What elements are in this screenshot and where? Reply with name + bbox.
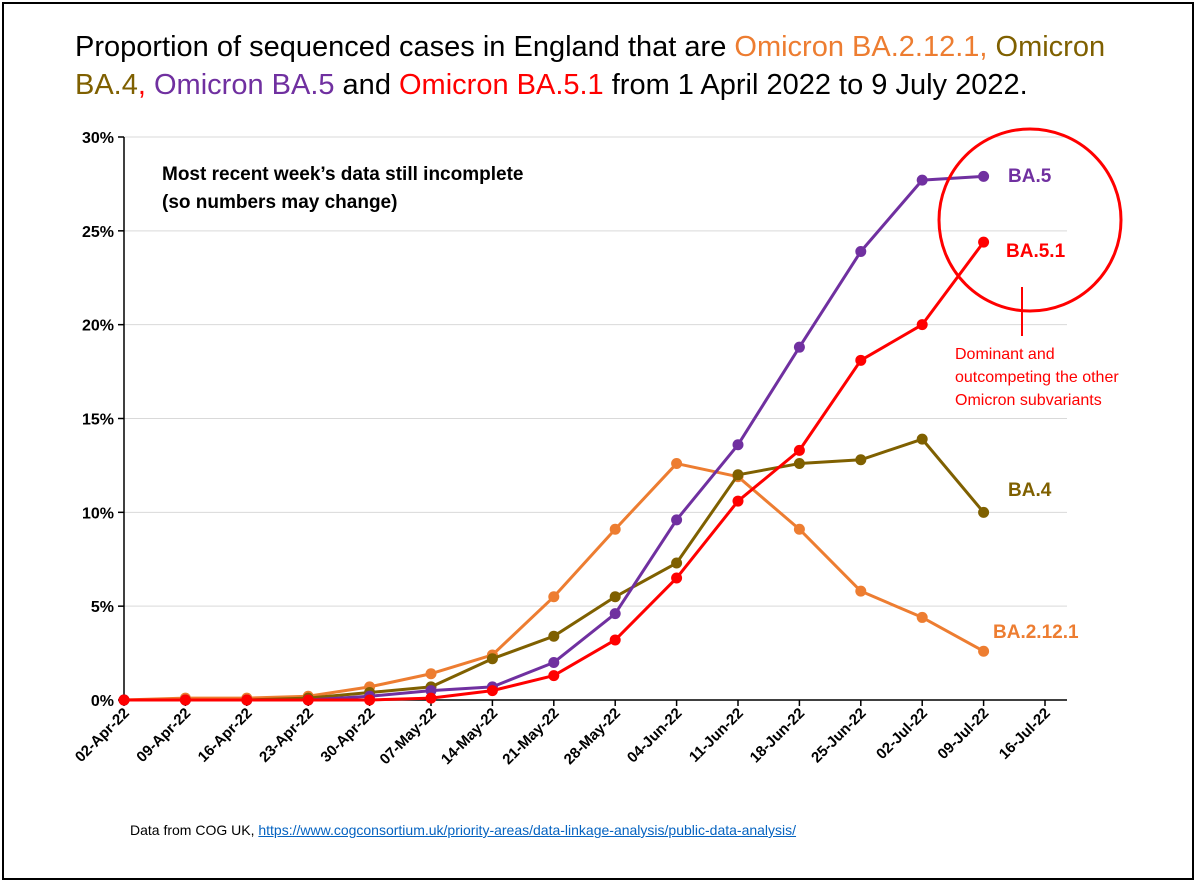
data-point-ba-5-1 [793,444,805,456]
data-point-ba-5 [671,514,683,526]
y-tick-label: 5% [91,599,114,616]
title-prefix: Proportion of sequenced cases in England… [75,31,735,63]
series-label-ba-5-1: BA.5.1 [1006,241,1066,262]
series-lines [118,170,990,706]
data-point-ba-2-12-1 [425,668,437,680]
x-tick-label: 14-May-22 [438,705,501,768]
data-point-ba-5 [855,245,867,257]
data-point-ba-5 [548,656,560,668]
data-point-ba-2-12-1 [916,611,928,623]
title-variant-ba5: Omicron BA.5 [154,69,335,101]
x-tick-label: 02-Apr-22 [72,705,133,766]
source-prefix: Data from COG UK, [130,822,259,838]
annotation-line3: Omicron subvariants [955,392,1102,409]
x-tick-label: 30-Apr-22 [317,705,378,766]
data-point-ba-4 [916,433,928,445]
title-variant-ba4-b: BA.4 [75,69,138,101]
data-source: Data from COG UK, https://www.cogconsort… [130,822,796,838]
data-point-ba-4 [548,630,560,642]
data-point-ba-5-1 [179,694,191,706]
data-point-ba-2-12-1 [548,591,560,603]
x-tick-labels: 02-Apr-22 09-Apr-22 16-Apr-22 23-Apr-22 30-A… [72,705,1054,768]
annotation-line2: outcompeting the other [955,369,1119,386]
data-point-ba-5-1 [732,495,744,507]
data-point-ba-5-1 [302,694,314,706]
data-point-ba-5-1 [671,572,683,584]
data-point-ba-4 [855,454,867,466]
incomplete-note-line1: Most recent week’s data still incomplete [162,164,523,185]
y-tick-label: 20% [82,318,114,335]
title-sep-1: , [979,31,996,63]
incomplete-note-line2: (so numbers may change) [162,192,397,213]
x-tick-label: 02-Jul-22 [873,705,931,763]
data-point-ba-2-12-1 [855,585,867,597]
title-sep-2: , [137,69,154,101]
x-tick-label: 25-Jun-22 [808,705,870,767]
data-point-ba-5-1 [916,319,928,331]
data-point-ba-5 [793,341,805,353]
data-point-ba-5-1 [241,694,253,706]
y-tick-label: 0% [91,693,114,710]
x-tick-label: 11-Jun-22 [686,705,747,766]
x-tick-label: 18-Jun-22 [747,705,809,767]
y-tick-label: 30% [82,130,114,147]
x-tick-label: 09-Apr-22 [133,705,194,766]
annotation-line1: Dominant and [955,346,1055,363]
gridlines [118,136,1067,706]
data-point-ba-4 [486,653,498,665]
data-point-ba-5 [609,608,621,620]
data-point-ba-5-1 [855,354,867,366]
series-label-ba-4: BA.4 [1008,480,1052,501]
data-point-ba-2-12-1 [978,645,990,657]
series-line-ba-5 [124,174,984,702]
series-label-ba-2-12-1: BA.2.12.1 [993,622,1079,643]
data-point-ba-5-1 [609,634,621,646]
x-tick-label: 23-Apr-22 [256,705,317,766]
title-variant-ba51: Omicron BA.5.1 [399,69,604,101]
data-point-ba-4 [671,557,683,569]
x-tick-label: 21-May-22 [499,705,562,768]
data-point-ba-2-12-1 [609,523,621,535]
data-point-ba-5-1 [425,692,437,704]
data-point-ba-5-1 [486,685,498,697]
title-sep-3: and [334,69,399,101]
x-tick-label: 07-May-22 [377,705,440,768]
data-point-ba-5-1 [118,694,130,706]
highlight-circle [937,127,1123,313]
y-tick-label: 10% [82,505,114,522]
x-tick-label: 28-May-22 [561,705,624,768]
data-point-ba-4 [609,591,621,603]
y-tick-label: 15% [82,412,114,429]
x-tick-label: 16-Jul-22 [996,705,1054,763]
x-tick-label: 16-Apr-22 [195,705,256,766]
data-point-ba-5-1 [978,236,990,248]
data-point-ba-5-1 [548,670,560,682]
y-tick-label: 25% [82,224,114,241]
data-point-ba-4 [978,506,990,518]
y-tick-labels: 0% 5% 10% 15% 20% 25% 30% [82,130,114,710]
series-label-ba-5: BA.5 [1008,166,1052,187]
title-variant-ba2121: Omicron BA.2.12.1 [734,31,980,63]
title-variant-ba4-a: Omicron [995,31,1106,63]
source-link[interactable]: https://www.cogconsortium.uk/priority-ar… [258,822,797,838]
title-suffix: from 1 April 2022 to 9 July 2022. [603,69,1028,101]
data-point-ba-5-1 [364,694,376,706]
data-point-ba-2-12-1 [793,523,805,535]
data-point-ba-5 [732,439,744,451]
data-point-ba-4 [793,458,805,470]
data-point-ba-4 [732,469,744,481]
data-point-ba-2-12-1 [671,458,683,470]
series-end-labels: BA.5 BA.5.1 BA.4 BA.2.12.1 [993,166,1079,643]
chart-title: Proportion of sequenced cases in England… [75,28,1135,104]
x-tick-label: 09-Jul-22 [934,705,992,763]
data-point-ba-5 [978,170,990,182]
data-point-ba-5 [916,174,928,186]
x-tick-label: 04-Jun-22 [624,705,686,767]
